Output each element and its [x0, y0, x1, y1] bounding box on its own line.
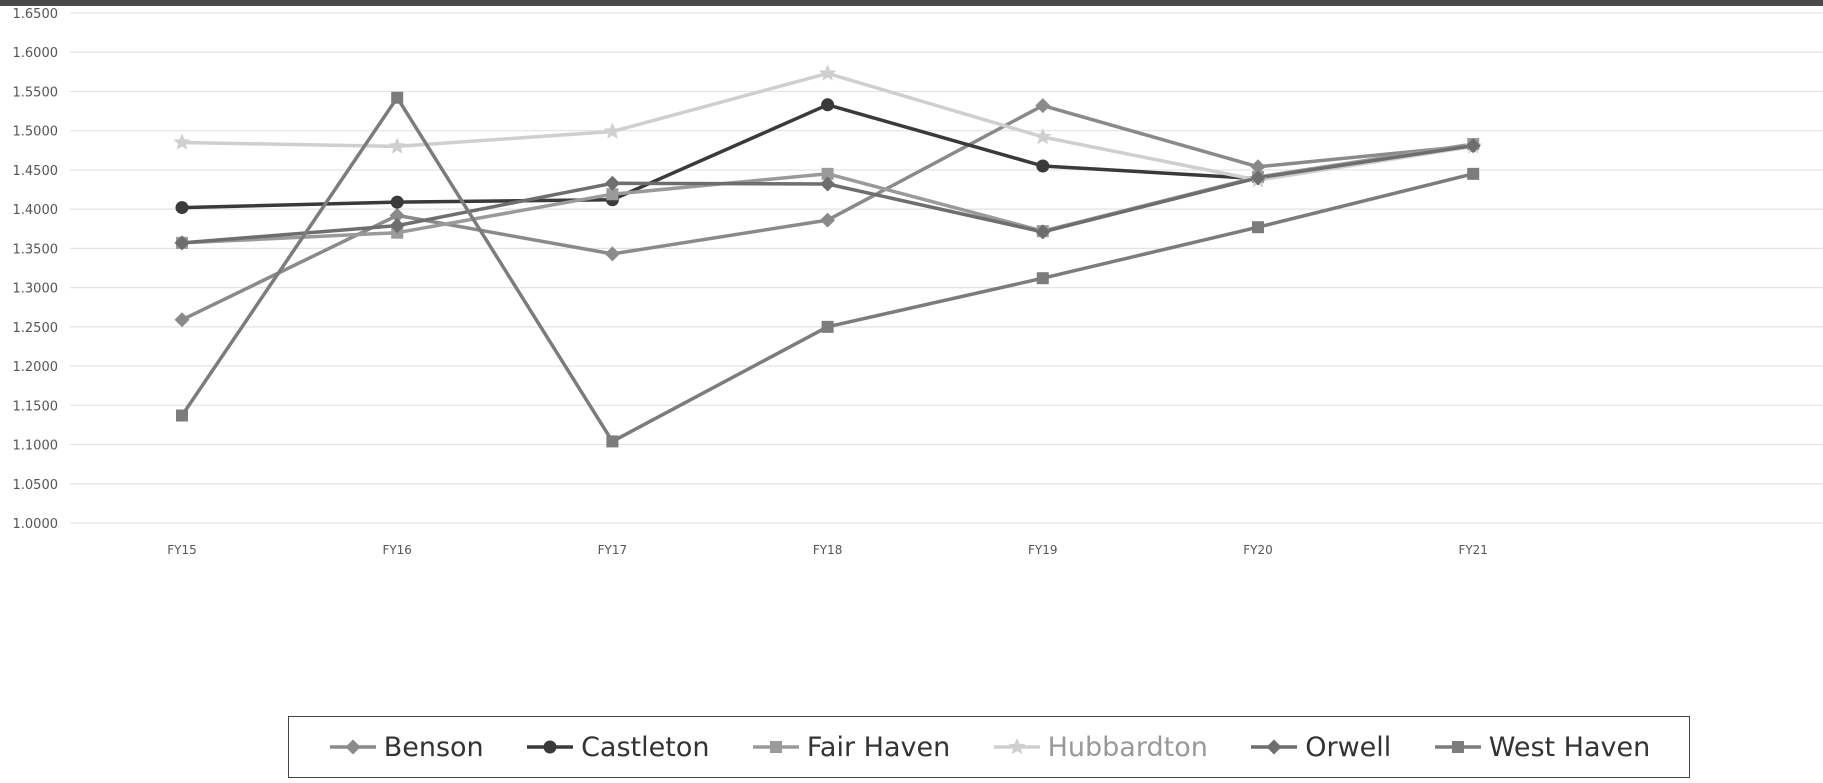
data-point-fair-haven	[606, 188, 619, 201]
legend-item-castleton: Castleton	[525, 732, 709, 763]
legend-swatch	[329, 739, 376, 755]
data-point-west-haven	[176, 409, 188, 422]
data-point-benson	[820, 212, 836, 228]
x-tick-label: FY20	[1243, 543, 1273, 557]
data-point-west-haven	[391, 91, 404, 104]
legend-label: West Haven	[1488, 731, 1651, 763]
y-tick-label: 1.4000	[13, 203, 59, 218]
y-tick-label: 1.2500	[13, 321, 59, 336]
legend-swatch	[1251, 739, 1298, 755]
x-tick-label: FY16	[382, 543, 412, 557]
legend-marker	[1008, 738, 1026, 755]
data-point-fair-haven	[821, 167, 834, 180]
data-point-west-haven	[821, 320, 834, 333]
data-point-orwell	[820, 176, 836, 192]
y-tick-label: 1.2000	[13, 360, 59, 375]
data-point-hubbardton	[819, 64, 837, 81]
x-tick-label: FY17	[598, 543, 628, 557]
legend-label: Fair Haven	[806, 731, 951, 763]
data-point-orwell	[1250, 170, 1266, 186]
legend-marker	[543, 740, 557, 754]
legend-label: Castleton	[581, 731, 710, 763]
data-point-orwell	[1035, 224, 1051, 240]
legend-item-fair-haven: Fair Haven	[751, 732, 950, 763]
legend-marker	[769, 741, 782, 753]
legend-marker	[1451, 741, 1464, 753]
y-tick-label: 1.5500	[13, 85, 59, 100]
legend-item-west-haven: West Haven	[1433, 731, 1651, 763]
legend-item-benson: Benson	[328, 732, 484, 763]
y-tick-label: 1.1500	[13, 399, 59, 414]
data-point-benson	[1035, 98, 1051, 114]
x-tick-label: FY15	[167, 543, 197, 557]
data-point-west-haven	[606, 435, 619, 448]
data-point-hubbardton	[388, 137, 406, 154]
legend-swatch	[1434, 741, 1481, 753]
legend-marker	[1266, 739, 1282, 755]
y-tick-label: 1.3500	[13, 242, 59, 257]
gridlines	[70, 12, 1823, 524]
data-point-benson	[1250, 159, 1266, 175]
series-markers	[173, 64, 1482, 448]
legend-item-hubbardton: Hubbardton	[992, 732, 1208, 763]
y-tick-label: 1.4500	[13, 164, 59, 179]
data-point-orwell	[174, 235, 190, 251]
legend: Benson Castleton Fair Haven Hubbardton Orwel…	[288, 716, 1690, 778]
y-tick-label: 1.0500	[13, 478, 59, 493]
y-tick-label: 1.6500	[13, 7, 59, 22]
data-point-benson	[604, 246, 620, 262]
data-point-hubbardton	[173, 133, 191, 150]
legend-label: Orwell	[1305, 731, 1392, 763]
data-point-west-haven	[1036, 272, 1049, 285]
legend-marker	[345, 739, 361, 755]
y-tick-label: 1.3000	[13, 282, 59, 297]
data-point-castleton	[175, 201, 189, 215]
x-tick-label: FY18	[813, 543, 843, 557]
legend-label: Benson	[383, 731, 484, 763]
data-point-benson	[389, 207, 405, 223]
series-lines	[180, 71, 1474, 444]
y-axis: 1.0000 1.0500 1.1000 1.1500 1.2000 1.2500 1.30…	[13, 7, 59, 532]
data-point-castleton	[1036, 159, 1050, 173]
series-line-west-haven	[180, 95, 1474, 444]
x-tick-label: FY19	[1028, 543, 1058, 557]
x-axis: FY15 FY16 FY17 FY18 FY19 FY20 FY21	[167, 543, 1488, 557]
x-tick-label: FY21	[1458, 543, 1488, 557]
legend-swatch	[527, 740, 574, 754]
data-point-orwell	[604, 175, 620, 191]
data-point-hubbardton	[603, 122, 621, 139]
data-point-castleton	[821, 98, 835, 112]
data-point-west-haven	[1467, 167, 1480, 180]
data-point-orwell	[1465, 138, 1481, 154]
top-border-bar	[0, 0, 1823, 6]
series-line-castleton	[181, 103, 1474, 210]
line-chart: 1.0000 1.0500 1.1000 1.1500 1.2000 1.2500 1.30…	[13, 7, 1823, 557]
data-point-hubbardton	[1034, 128, 1052, 145]
data-point-orwell	[389, 218, 405, 234]
y-tick-label: 1.6000	[13, 46, 59, 61]
legend-label: Hubbardton	[1047, 731, 1208, 763]
legend-swatch	[993, 738, 1040, 755]
y-tick-label: 1.5000	[13, 125, 59, 140]
data-point-benson	[174, 312, 190, 328]
data-point-castleton	[390, 195, 404, 209]
legend-swatch	[752, 741, 799, 753]
legend-item-orwell: Orwell	[1249, 732, 1391, 763]
y-tick-label: 1.1000	[13, 439, 59, 454]
y-tick-label: 1.0000	[13, 517, 59, 532]
series-line-orwell	[181, 143, 1474, 245]
data-point-west-haven	[1252, 221, 1264, 234]
